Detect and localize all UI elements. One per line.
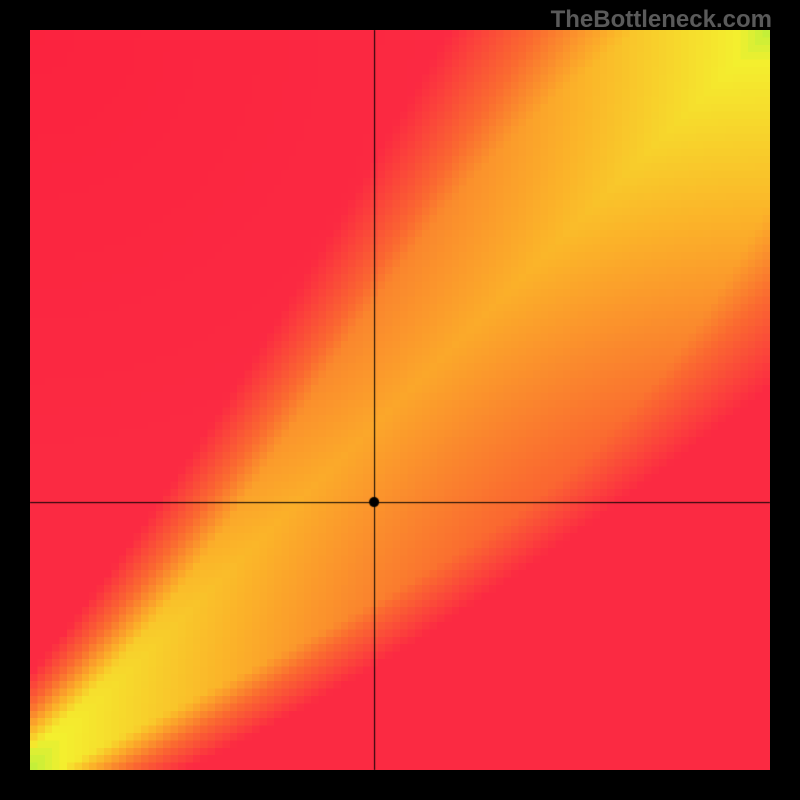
watermark-text: TheBottleneck.com: [551, 6, 772, 34]
overlay-canvas: [0, 0, 800, 800]
chart-container: TheBottleneck.com: [0, 0, 800, 800]
